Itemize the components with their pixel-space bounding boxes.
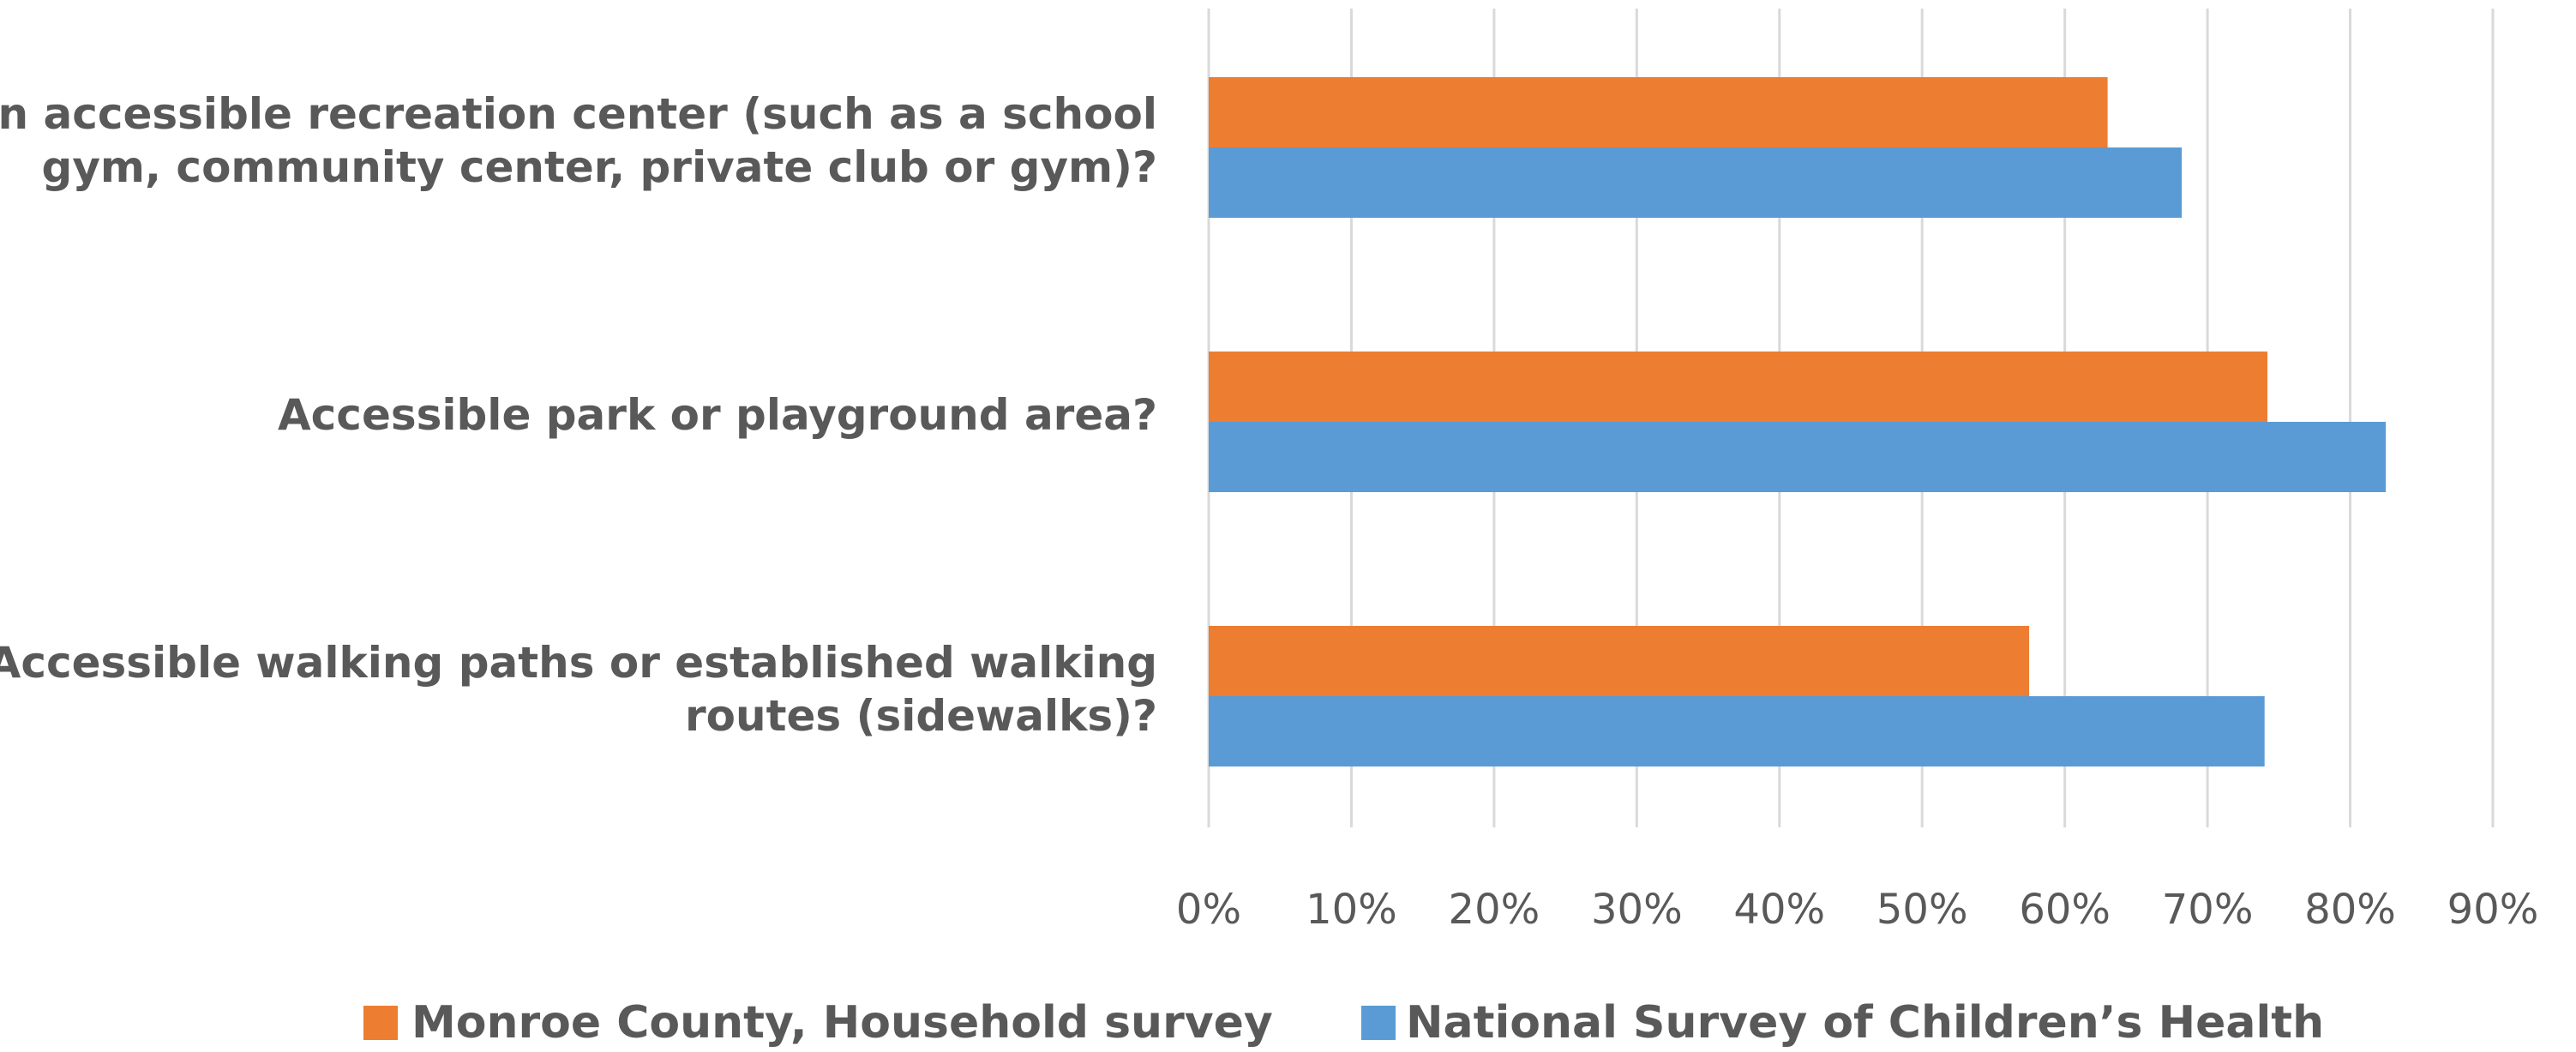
x-tick-label: 50% <box>1876 886 1968 934</box>
category-label-line: gym, community center, private club or g… <box>42 142 1157 192</box>
x-tick-label: 80% <box>2304 886 2396 934</box>
bar-national-2 <box>1209 696 2265 766</box>
category-label-line: Accessible walking paths or established … <box>0 638 1157 688</box>
bar-monroe-2 <box>1209 626 2030 696</box>
x-tick-label: 30% <box>1591 886 1683 934</box>
legend-swatch <box>363 1006 398 1040</box>
legend: Monroe County, Household survey National … <box>363 997 2324 1049</box>
category-label: An accessible recreation center (such as… <box>0 89 1157 192</box>
x-tick-label: 20% <box>1449 886 1540 934</box>
category-label: Accessible park or playground area? <box>278 390 1157 440</box>
category-label-line: Accessible park or playground area? <box>278 390 1157 440</box>
x-tick-label: 10% <box>1306 886 1397 934</box>
category-label-line: An accessible recreation center (such as… <box>0 89 1157 139</box>
legend-label: National Survey of Children’s Health <box>1406 997 2324 1049</box>
bar-monroe-0 <box>1209 77 2108 147</box>
x-tick-label: 40% <box>1733 886 1825 934</box>
x-tick-label: 90% <box>2447 886 2539 934</box>
x-axis-tick-labels: 0% 10% 20% 30% 40% 50% 60% 70% 80% 90% <box>1176 886 2538 934</box>
x-tick-label: 0% <box>1176 886 1241 934</box>
x-tick-label: 60% <box>2019 886 2111 934</box>
legend-label: Monroe County, Household survey <box>411 997 1273 1049</box>
category-label-line: routes (sidewalks)? <box>685 691 1157 741</box>
bar-monroe-1 <box>1209 352 2268 422</box>
bar-national-0 <box>1209 147 2183 218</box>
category-labels: An accessible recreation center (such as… <box>0 89 1157 741</box>
category-label: Accessible walking paths or established … <box>0 638 1157 741</box>
x-tick-label: 70% <box>2162 886 2254 934</box>
bars <box>1209 77 2387 766</box>
legend-swatch <box>1361 1006 1396 1040</box>
bar-national-1 <box>1209 422 2387 492</box>
